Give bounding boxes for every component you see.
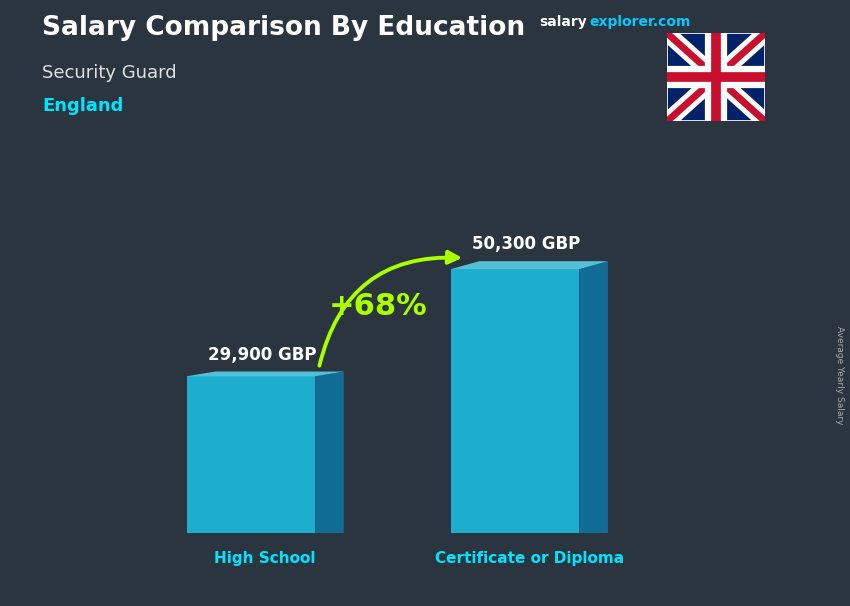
- Text: Certificate or Diploma: Certificate or Diploma: [435, 551, 624, 565]
- Text: 50,300 GBP: 50,300 GBP: [473, 235, 581, 253]
- Polygon shape: [187, 371, 343, 376]
- Text: High School: High School: [214, 551, 316, 565]
- Text: salary: salary: [540, 15, 587, 29]
- Polygon shape: [450, 269, 580, 533]
- Text: Average Yearly Salary: Average Yearly Salary: [835, 327, 844, 425]
- Polygon shape: [580, 261, 608, 533]
- Polygon shape: [667, 33, 765, 121]
- Text: explorer.com: explorer.com: [589, 15, 690, 29]
- Text: 29,900 GBP: 29,900 GBP: [208, 345, 316, 364]
- Text: Security Guard: Security Guard: [42, 64, 177, 82]
- Polygon shape: [450, 261, 608, 269]
- Polygon shape: [315, 371, 343, 533]
- Text: England: England: [42, 97, 124, 115]
- Text: Salary Comparison By Education: Salary Comparison By Education: [42, 15, 525, 41]
- Polygon shape: [187, 376, 315, 533]
- Text: +68%: +68%: [328, 293, 427, 321]
